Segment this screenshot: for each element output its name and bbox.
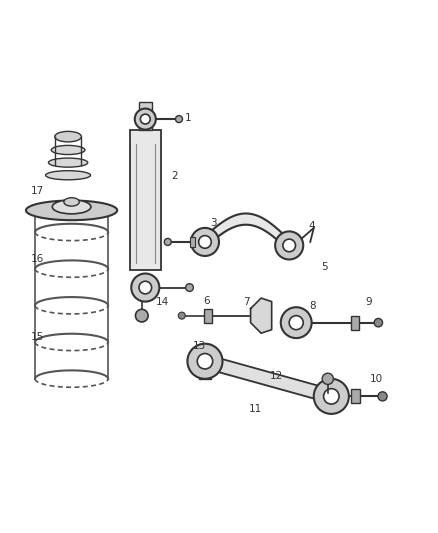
Text: 12: 12	[269, 371, 283, 381]
Text: 15: 15	[31, 332, 44, 342]
Circle shape	[275, 231, 303, 260]
Circle shape	[141, 114, 150, 124]
Circle shape	[197, 353, 213, 369]
Text: 11: 11	[248, 404, 262, 414]
Text: 9: 9	[365, 297, 371, 307]
Text: 17: 17	[31, 186, 44, 196]
Circle shape	[283, 239, 296, 252]
Circle shape	[178, 312, 185, 319]
Circle shape	[135, 109, 156, 130]
Circle shape	[281, 307, 312, 338]
Bar	[204, 309, 212, 322]
Circle shape	[191, 228, 219, 256]
Circle shape	[314, 379, 349, 414]
Ellipse shape	[26, 200, 117, 220]
Text: 16: 16	[31, 254, 44, 264]
Text: 6: 6	[204, 296, 210, 306]
Circle shape	[139, 281, 152, 294]
Ellipse shape	[64, 198, 79, 206]
Circle shape	[176, 116, 183, 123]
Circle shape	[324, 389, 339, 404]
Bar	[351, 389, 360, 403]
Bar	[190, 237, 195, 247]
Text: 10: 10	[370, 374, 383, 384]
Circle shape	[131, 273, 159, 302]
Text: 1: 1	[185, 113, 192, 123]
Ellipse shape	[46, 171, 91, 180]
Ellipse shape	[49, 158, 88, 167]
Text: 13: 13	[192, 341, 205, 351]
Circle shape	[199, 236, 211, 248]
Bar	[199, 344, 211, 379]
Bar	[130, 130, 161, 270]
Bar	[351, 316, 360, 330]
Circle shape	[186, 284, 194, 292]
Text: 8: 8	[309, 301, 315, 311]
Circle shape	[289, 316, 303, 330]
Circle shape	[187, 344, 223, 379]
Text: 7: 7	[244, 297, 250, 307]
Text: 3: 3	[211, 219, 217, 229]
Circle shape	[374, 318, 382, 327]
Bar	[139, 102, 152, 130]
Ellipse shape	[52, 200, 91, 214]
Circle shape	[378, 392, 387, 401]
Text: 2: 2	[171, 171, 178, 181]
Circle shape	[322, 373, 333, 384]
Ellipse shape	[55, 131, 81, 142]
Circle shape	[164, 238, 171, 245]
Ellipse shape	[51, 146, 85, 155]
Polygon shape	[251, 298, 272, 333]
Circle shape	[135, 309, 148, 322]
Text: 14: 14	[156, 297, 169, 307]
Text: 5: 5	[321, 262, 328, 272]
Text: 4: 4	[309, 221, 315, 231]
